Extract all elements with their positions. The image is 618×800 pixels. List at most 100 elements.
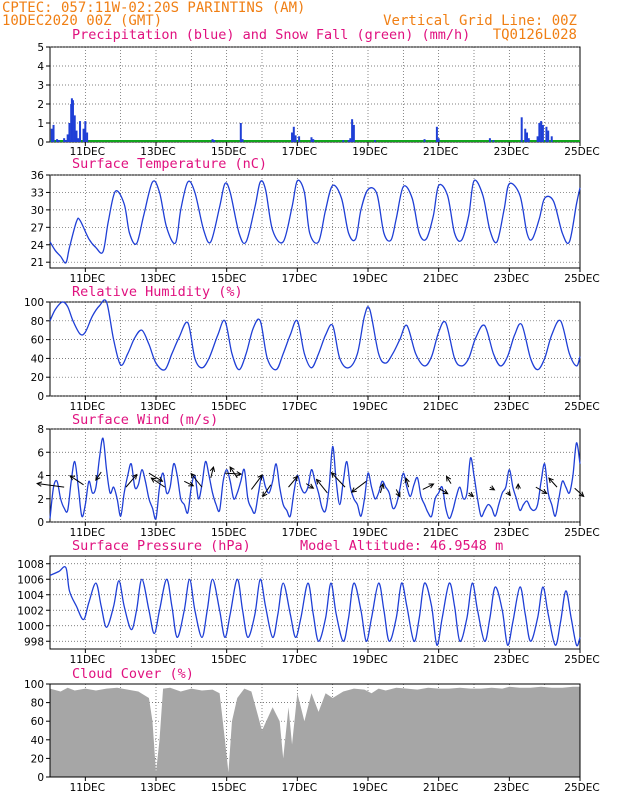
temp-ytick-label: 24 [31,240,45,252]
wind-vector-head [209,465,216,473]
wind-vector-head [395,491,401,498]
pressure-xtick-label: 19DEC [352,654,387,666]
header-grid-note: Vertical Grid Line: 00Z [383,13,577,29]
precip-bar [349,138,352,142]
wind-vector [262,484,272,497]
temp-ytick-label: 33 [31,187,44,199]
pressure-title: Surface Pressure (hPa) [72,538,251,554]
precip-ytick-label: 3 [37,80,44,92]
wind-ytick-label: 8 [37,424,44,436]
rh-xtick-label: 21DEC [423,401,458,413]
wind-vector [125,474,138,488]
precip-bar [292,126,295,142]
wind-vector-head [157,476,164,482]
cloud-xtick-label: 21DEC [423,782,458,794]
precip-ytick-label: 0 [37,137,44,149]
precip-bar [352,124,355,142]
wind-xtick-label: 13DEC [140,527,175,539]
cloud-xtick-label: 11DEC [70,782,105,794]
wind-vector [535,486,547,494]
pressure-xtick-label: 13DEC [140,654,175,666]
wind-vector-head [468,491,475,498]
pressure-ytick-label: 1000 [17,621,44,633]
precip-bar [527,138,530,142]
cloud-xtick-label: 25DEC [564,782,599,794]
precip-bar [536,136,539,142]
wind-vector [405,477,410,488]
precip-bar [538,123,541,142]
rh-xtick-label: 13DEC [140,401,175,413]
precip-xtick-label: 17DEC [282,146,317,158]
wind-xtick-label: 21DEC [423,527,458,539]
temp-ytick-label: 36 [31,170,45,182]
temp-title: Surface Temperature (nC) [72,156,267,172]
wind-xtick-label: 19DEC [352,527,387,539]
wind-vector-head [442,489,449,495]
precip-xtick-label: 25DEC [564,146,599,158]
wind-vector [184,480,194,487]
wind-vector [151,477,166,488]
temp-xtick-label: 25DEC [564,273,599,285]
pressure-xtick-label: 15DEC [211,654,246,666]
precip-bar [545,126,548,142]
wind-vector [548,477,558,488]
pressure-ytick-label: 998 [24,636,44,648]
wind-vector [422,483,434,490]
wind-ytick-label: 0 [37,517,44,529]
temp-ytick-label: 27 [31,222,44,234]
wind-vector-head [541,488,548,494]
precip-bar [351,119,354,142]
wind-vector-head [428,483,435,489]
precip-bar [298,136,301,142]
wind-vector-head [578,491,585,498]
precip-bar [550,136,553,142]
temp-series-line [49,179,581,264]
wind-vector-head [36,481,43,487]
temp-xtick-label: 19DEC [352,273,387,285]
precip-bar [374,140,377,142]
wind-vector-head [515,482,521,489]
precip-bar [68,123,71,142]
wind-vector-head [308,483,315,489]
wind-vector [95,471,102,481]
wind-ytick-label: 4 [37,471,44,483]
pressure-xtick-label: 25DEC [564,654,599,666]
wind-ytick-label: 2 [37,494,44,506]
temp-frame [49,174,581,269]
precip-frame [49,46,581,143]
rh-xtick-label: 19DEC [352,401,387,413]
precip-bar [526,132,528,142]
precip-bar [84,121,87,142]
precip-bar [488,138,491,142]
wind-vector [316,479,328,494]
wind-vector-head [150,477,157,483]
header-code: TQ0126L028 [493,27,577,43]
temp-xtick-label: 15DEC [211,273,246,285]
precip-bar [524,128,527,142]
wind-xtick-label: 25DEC [564,527,599,539]
precip-bar [79,121,82,142]
rh-title: Relative Humidity (%) [72,284,243,300]
precip-bar [541,124,544,142]
wind-vector-head [379,482,385,489]
header-location: CPTEC: 057:11W-02:20S PARINTINS (AM) [2,0,305,16]
pressure-series-line [49,566,581,647]
precip-bar [347,140,350,142]
rh-series-line [49,299,581,371]
cloud-xtick-label: 13DEC [140,782,175,794]
precip-ytick-label: 4 [37,61,44,73]
precip-bar [540,121,543,142]
precip-bar [211,139,214,142]
temp-ytick-label: 30 [31,205,44,217]
wind-vector-head [95,475,101,482]
rh-ytick-label: 20 [31,372,44,384]
precip-bar [56,139,59,142]
precip-bar [82,128,85,142]
pressure-xtick-label: 17DEC [282,654,317,666]
wind-series-line [49,437,581,520]
plot-area: 0 1 2 3 4 5 11DEC 13DEC 15DEC 17DEC 19DEC 21DEC 23DE… [17,42,599,794]
pressure-frame [49,555,581,650]
wind-vector [288,476,298,488]
